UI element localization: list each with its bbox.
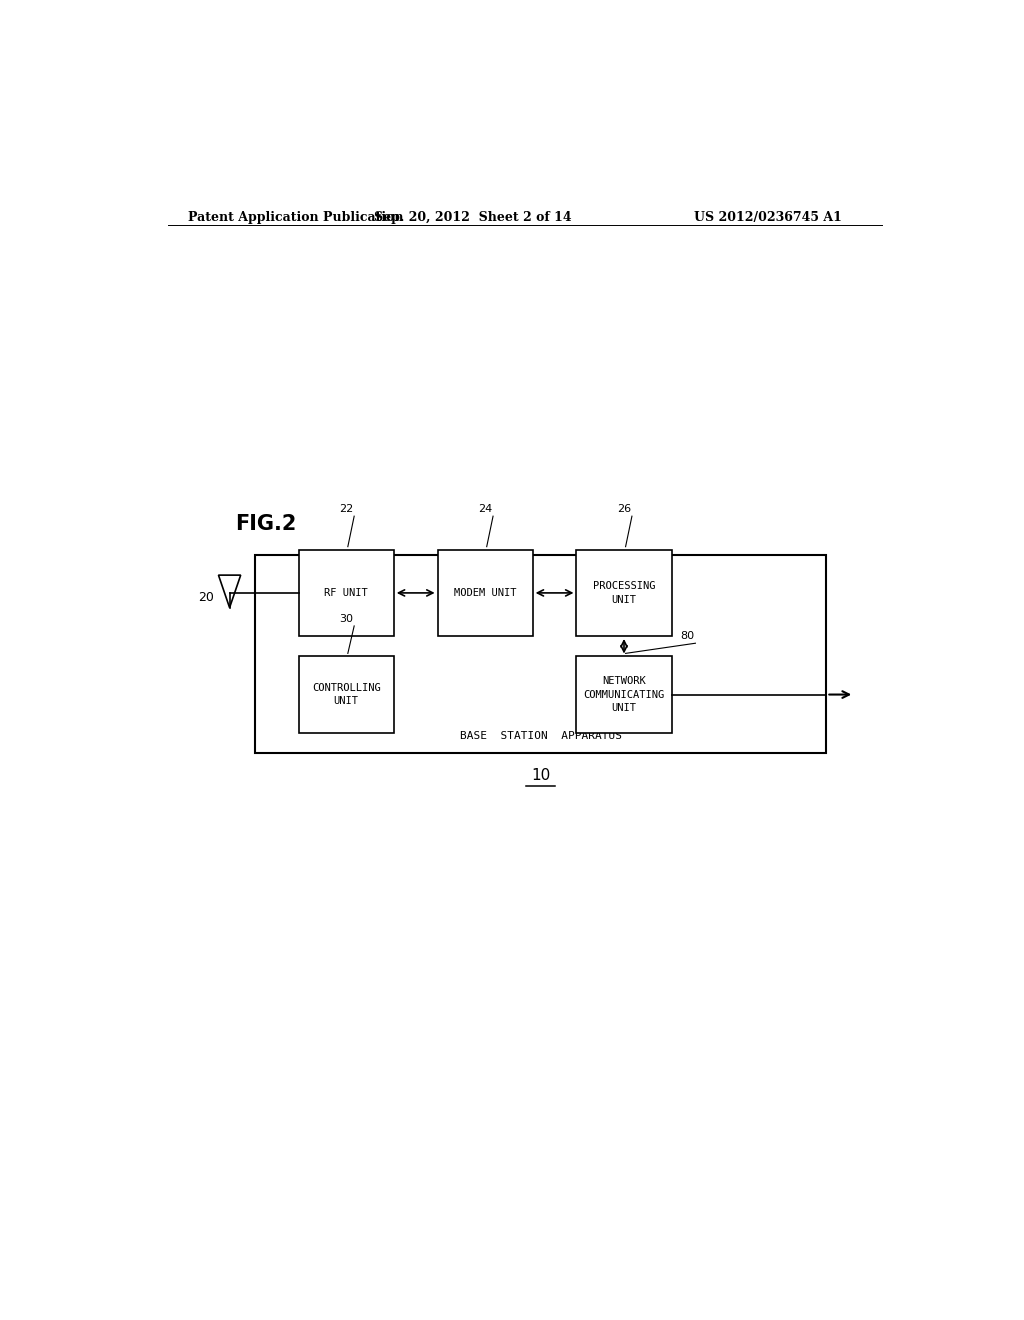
Bar bbox=[577, 656, 672, 733]
Text: US 2012/0236745 A1: US 2012/0236745 A1 bbox=[694, 211, 842, 224]
Text: Sep. 20, 2012  Sheet 2 of 14: Sep. 20, 2012 Sheet 2 of 14 bbox=[375, 211, 572, 224]
Bar bbox=[299, 549, 394, 636]
Bar bbox=[437, 549, 532, 636]
Text: 22: 22 bbox=[339, 504, 353, 515]
Text: CONTROLLING
UNIT: CONTROLLING UNIT bbox=[312, 682, 381, 706]
Text: 30: 30 bbox=[339, 614, 353, 624]
Text: 20: 20 bbox=[198, 591, 214, 605]
Text: FIG.2: FIG.2 bbox=[236, 515, 297, 535]
Text: MODEM UNIT: MODEM UNIT bbox=[454, 587, 516, 598]
Text: RF UNIT: RF UNIT bbox=[325, 587, 368, 598]
Bar bbox=[577, 549, 672, 636]
Bar bbox=[255, 554, 826, 752]
Text: BASE  STATION  APPARATUS: BASE STATION APPARATUS bbox=[460, 731, 622, 741]
Text: PROCESSING
UNIT: PROCESSING UNIT bbox=[593, 581, 655, 605]
Text: 26: 26 bbox=[616, 504, 631, 515]
Text: 24: 24 bbox=[478, 504, 493, 515]
Text: 80: 80 bbox=[680, 631, 694, 642]
Text: Patent Application Publication: Patent Application Publication bbox=[187, 211, 403, 224]
Text: 10: 10 bbox=[531, 768, 550, 783]
Bar bbox=[299, 656, 394, 733]
Text: NETWORK
COMMUNICATING
UNIT: NETWORK COMMUNICATING UNIT bbox=[584, 676, 665, 713]
